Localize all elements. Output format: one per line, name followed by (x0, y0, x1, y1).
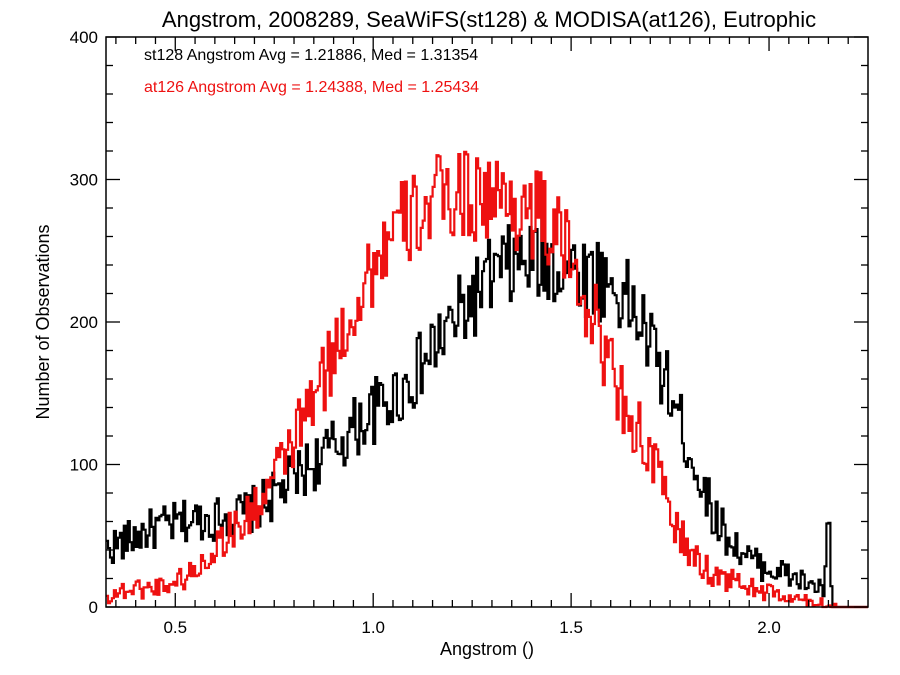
histogram-series-2 (106, 150, 868, 609)
y-tick-label: 0 (89, 598, 98, 617)
series-layer (106, 150, 868, 609)
x-tick-label: 1.0 (361, 618, 385, 637)
y-axis-label: Number of Observations (33, 224, 53, 419)
tick-labels: 0.5 1.0 1.5 2.0 0 100 200 300 400 (70, 28, 781, 637)
y-tick-label: 400 (70, 28, 98, 47)
histogram-series-1 (106, 217, 868, 609)
y-tick-label: 100 (70, 456, 98, 475)
x-tick-label: 0.5 (163, 618, 187, 637)
annotation-at126: at126 Angstrom Avg = 1.24388, Med = 1.25… (144, 79, 479, 96)
y-tick-label: 300 (70, 171, 98, 190)
ticks-layer (106, 36, 868, 608)
y-tick-label: 200 (70, 313, 98, 332)
x-tick-label: 2.0 (757, 618, 781, 637)
x-tick-label: 1.5 (559, 618, 583, 637)
annotation-st128: st128 Angstrom Avg = 1.21886, Med = 1.31… (144, 47, 478, 64)
x-axis-label: Angstrom () (440, 639, 534, 659)
chart-title: Angstrom, 2008289, SeaWiFS(st128) & MODI… (162, 7, 816, 32)
plot-frame (105, 36, 869, 608)
